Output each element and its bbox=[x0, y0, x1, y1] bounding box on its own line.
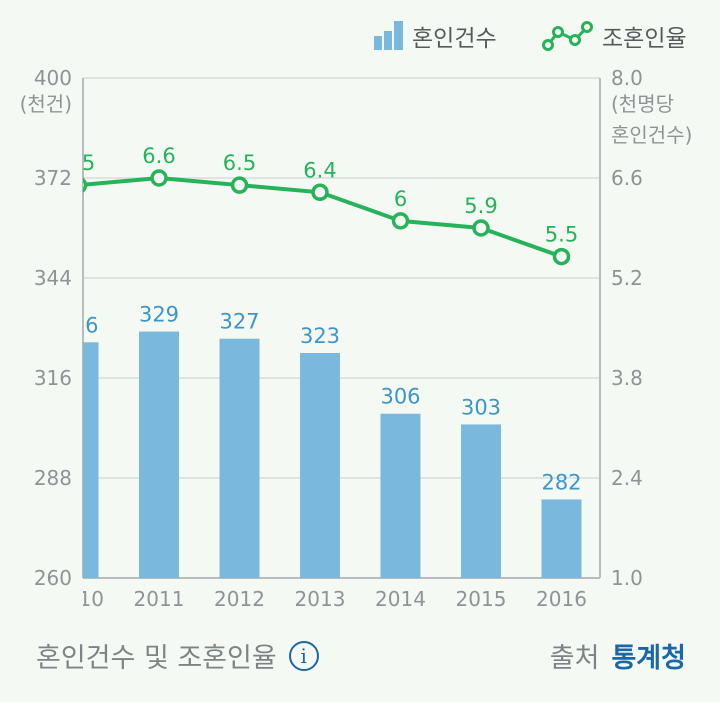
bar bbox=[461, 424, 501, 578]
line-point bbox=[311, 183, 329, 202]
bar bbox=[541, 499, 582, 578]
right-tick-label: 1.0 bbox=[611, 566, 643, 590]
line-point bbox=[230, 176, 249, 194]
bar bbox=[219, 338, 260, 578]
line-point bbox=[150, 169, 168, 187]
x-tick-label: 2011 bbox=[134, 587, 185, 611]
right-tick-label: 3.8 bbox=[611, 366, 643, 390]
right-axis-label: 혼인건수) bbox=[611, 123, 692, 147]
right-tick-label: 8.0 bbox=[611, 66, 643, 90]
bar-value-label: 327 bbox=[219, 310, 259, 334]
legend-line-icon bbox=[542, 21, 593, 51]
bar-value-label: 326 bbox=[58, 313, 98, 337]
line-point bbox=[552, 247, 571, 266]
chart-title-text: 혼인건수 및 조혼인율 bbox=[36, 643, 277, 674]
chart: 혼인건수 조혼인율 260 288 316 344 372 400(천건) 1.0 2.4 3.… bbox=[20, 21, 692, 611]
left-axis-label: (천건) bbox=[20, 92, 72, 116]
line-point bbox=[472, 219, 490, 237]
bar-value-label: 323 bbox=[300, 324, 340, 348]
line-value-label: 5.9 bbox=[464, 194, 497, 218]
bar-value-label: 282 bbox=[541, 470, 581, 494]
legend-line-label: 조혼인율 bbox=[602, 26, 687, 52]
bar-value-label: 303 bbox=[461, 395, 501, 419]
legend-bar-label: 혼인건수 bbox=[412, 26, 497, 52]
line-value-label: 6.6 bbox=[142, 144, 175, 168]
source: 출처 통계청 bbox=[550, 636, 686, 675]
left-tick-label: 288 bbox=[34, 466, 72, 490]
bar bbox=[139, 331, 179, 578]
left-tick-label: 344 bbox=[34, 266, 72, 290]
x-tick-label: 2015 bbox=[456, 587, 507, 611]
bar bbox=[380, 413, 421, 578]
source-label: 출처 bbox=[549, 643, 600, 674]
bar-value-label: 329 bbox=[139, 303, 179, 327]
right-axis-label: (천명당 bbox=[611, 92, 674, 116]
line-point bbox=[83, 177, 88, 193]
line-value-label: 6.5 bbox=[223, 151, 256, 175]
bar bbox=[83, 342, 99, 578]
info-icon[interactable]: i bbox=[288, 640, 319, 671]
x-tick-label: 2012 bbox=[214, 587, 265, 611]
x-tick-label: 2013 bbox=[295, 587, 346, 611]
left-tick-label: 372 bbox=[34, 166, 72, 190]
line-value-label: 6.4 bbox=[303, 158, 336, 182]
right-tick-label: 2.4 bbox=[611, 466, 643, 490]
bar-value-label: 306 bbox=[380, 385, 420, 409]
left-tick-label: 316 bbox=[34, 366, 72, 390]
line-value-label: 6.5 bbox=[62, 151, 95, 175]
bar bbox=[300, 353, 340, 578]
left-tick-label: 400 bbox=[34, 66, 72, 90]
line-value-label: 5.5 bbox=[545, 223, 578, 247]
legend: 혼인건수 조혼인율 bbox=[374, 21, 687, 52]
chart-title: 혼인건수 및 조혼인율 i bbox=[36, 636, 319, 675]
right-tick-label: 5.2 bbox=[611, 266, 643, 290]
right-tick-label: 6.6 bbox=[611, 166, 643, 190]
x-tick-label: 2010 bbox=[53, 587, 104, 611]
source-name[interactable]: 통계청 bbox=[611, 643, 686, 674]
line-value-label: 6 bbox=[394, 187, 407, 211]
line-point bbox=[391, 212, 410, 230]
x-tick-label: 2014 bbox=[375, 587, 426, 611]
legend-bar-icon bbox=[374, 36, 382, 50]
x-tick-label: 2016 bbox=[536, 587, 587, 611]
left-tick-label: 260 bbox=[34, 566, 72, 590]
